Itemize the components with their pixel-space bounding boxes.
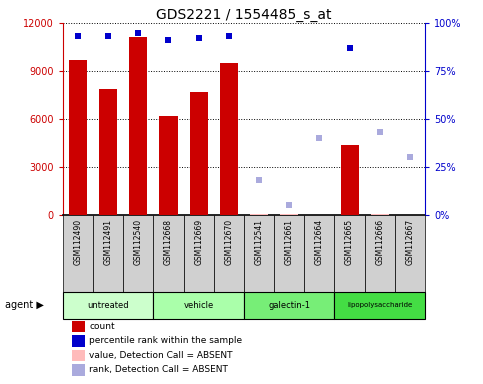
Text: count: count bbox=[89, 322, 115, 331]
Bar bbox=[280, 214, 298, 215]
Title: GDS2221 / 1554485_s_at: GDS2221 / 1554485_s_at bbox=[156, 8, 332, 22]
Text: GSM112667: GSM112667 bbox=[405, 219, 414, 265]
Bar bbox=[371, 214, 389, 215]
Bar bbox=[244, 292, 334, 319]
Bar bbox=[250, 214, 268, 215]
Text: GSM112540: GSM112540 bbox=[134, 219, 143, 265]
Text: value, Detection Call = ABSENT: value, Detection Call = ABSENT bbox=[89, 351, 233, 360]
Bar bbox=[341, 145, 358, 215]
Text: percentile rank within the sample: percentile rank within the sample bbox=[89, 336, 242, 345]
Text: GSM112665: GSM112665 bbox=[345, 219, 354, 265]
Text: lipopolysaccharide: lipopolysaccharide bbox=[347, 302, 412, 308]
Bar bbox=[99, 89, 117, 215]
Text: GSM112666: GSM112666 bbox=[375, 219, 384, 265]
Bar bbox=[395, 215, 425, 292]
Text: vehicle: vehicle bbox=[184, 301, 214, 310]
Bar bbox=[123, 215, 154, 292]
Text: GSM112668: GSM112668 bbox=[164, 219, 173, 265]
Bar bbox=[365, 215, 395, 292]
Bar bbox=[213, 215, 244, 292]
Bar bbox=[154, 215, 184, 292]
Text: galectin-1: galectin-1 bbox=[268, 301, 310, 310]
Text: GSM112490: GSM112490 bbox=[73, 219, 83, 265]
Bar bbox=[129, 37, 147, 215]
Bar bbox=[184, 215, 213, 292]
Bar bbox=[220, 63, 238, 215]
Text: untreated: untreated bbox=[87, 301, 129, 310]
Bar bbox=[334, 215, 365, 292]
Bar bbox=[304, 215, 334, 292]
Text: GSM112541: GSM112541 bbox=[255, 219, 264, 265]
Bar bbox=[244, 215, 274, 292]
Bar bbox=[63, 215, 93, 292]
Text: GSM112491: GSM112491 bbox=[103, 219, 113, 265]
Text: GSM112669: GSM112669 bbox=[194, 219, 203, 265]
Text: rank, Detection Call = ABSENT: rank, Detection Call = ABSENT bbox=[89, 366, 228, 374]
Bar bbox=[63, 292, 154, 319]
Bar bbox=[159, 116, 178, 215]
Bar bbox=[93, 215, 123, 292]
Bar bbox=[154, 292, 244, 319]
Text: agent ▶: agent ▶ bbox=[5, 300, 43, 310]
Bar bbox=[274, 215, 304, 292]
Bar bbox=[69, 60, 87, 215]
Text: GSM112664: GSM112664 bbox=[315, 219, 324, 265]
Text: GSM112670: GSM112670 bbox=[224, 219, 233, 265]
Bar bbox=[334, 292, 425, 319]
Bar bbox=[189, 92, 208, 215]
Text: GSM112661: GSM112661 bbox=[284, 219, 294, 265]
